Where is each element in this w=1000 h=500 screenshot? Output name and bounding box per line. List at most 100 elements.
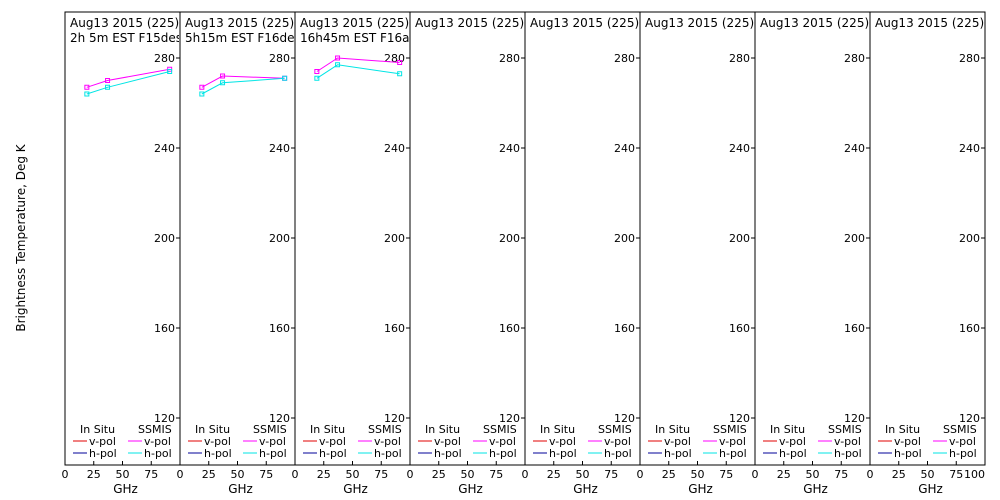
x-tick-label: 0 bbox=[292, 468, 299, 481]
legend-insitu-hpol-label: h-pol bbox=[434, 447, 462, 460]
x-tick-label: 75 bbox=[374, 468, 388, 481]
panel-6: Aug13 2015 (225) 120 160 200 240 280 0 25 50 75 GH… bbox=[637, 11, 756, 496]
panel-title: Aug13 2015 (225) bbox=[415, 16, 524, 30]
y-tick-label: 200 bbox=[729, 232, 750, 245]
y-tick-label: 280 bbox=[499, 52, 520, 65]
x-tick-label: 0 bbox=[522, 468, 529, 481]
y-tick-label: 280 bbox=[959, 52, 980, 65]
legend-ssmis-hpol-label: h-pol bbox=[834, 447, 862, 460]
panel-title: Aug13 2015 (225) bbox=[300, 16, 409, 30]
y-tick-label: 280 bbox=[844, 52, 865, 65]
x-tick-label: 100 bbox=[964, 468, 985, 481]
data-point bbox=[220, 80, 226, 86]
legend-ssmis-title: SSMIS bbox=[828, 423, 862, 436]
legend-insitu-vpol-label: v-pol bbox=[319, 435, 346, 448]
series-line bbox=[316, 64, 400, 79]
y-tick-label: 120 bbox=[959, 412, 980, 425]
series-line bbox=[316, 57, 400, 72]
panel-4: Aug13 2015 (225) 120 160 200 240 280 0 25 50 75 GH… bbox=[407, 11, 526, 496]
series-ssmis-v-pol bbox=[84, 66, 173, 90]
x-tick-label: 0 bbox=[637, 468, 644, 481]
legend-insitu-title: In Situ bbox=[425, 423, 460, 436]
legend-insitu-vpol-label: v-pol bbox=[434, 435, 461, 448]
x-axis-label: GHz bbox=[688, 482, 713, 496]
x-tick-label: 0 bbox=[177, 468, 184, 481]
x-tick-label: 75 bbox=[259, 468, 273, 481]
x-tick-label: 50 bbox=[461, 468, 475, 481]
panel-8: Aug13 2015 (225) 120 160 200 240 280 0 25 50 75 10… bbox=[867, 11, 986, 496]
data-point bbox=[397, 71, 403, 77]
x-tick-label: 0 bbox=[62, 468, 69, 481]
legend-insitu-hpol-label: h-pol bbox=[894, 447, 922, 460]
series-line bbox=[86, 68, 170, 88]
x-axis-label: GHz bbox=[803, 482, 828, 496]
y-tick-label: 200 bbox=[269, 232, 290, 245]
panel-1: Aug13 2015 (225)2h 5m EST F15desc 120 160 2… bbox=[62, 11, 181, 496]
y-tick-label: 120 bbox=[499, 412, 520, 425]
x-tick-label: 25 bbox=[202, 468, 216, 481]
x-tick-label: 50 bbox=[806, 468, 820, 481]
y-tick-label: 120 bbox=[844, 412, 865, 425]
x-tick-label: 0 bbox=[407, 468, 414, 481]
legend-ssmis-hpol-label: h-pol bbox=[259, 447, 287, 460]
x-tick-label: 50 bbox=[116, 468, 130, 481]
legend-insitu-hpol-label: h-pol bbox=[319, 447, 347, 460]
x-tick-label: 50 bbox=[691, 468, 705, 481]
legend-ssmis-title: SSMIS bbox=[138, 423, 172, 436]
x-tick-label: 25 bbox=[317, 468, 331, 481]
series-line bbox=[86, 71, 170, 95]
data-point bbox=[105, 84, 111, 90]
x-tick-label: 50 bbox=[576, 468, 590, 481]
legend-insitu-hpol-label: h-pol bbox=[779, 447, 807, 460]
legend-ssmis-hpol-label: h-pol bbox=[604, 447, 632, 460]
y-tick-label: 200 bbox=[499, 232, 520, 245]
legend-ssmis-title: SSMIS bbox=[368, 423, 402, 436]
y-tick-label: 240 bbox=[729, 142, 750, 155]
legend-ssmis-vpol-label: v-pol bbox=[374, 435, 401, 448]
legend-insitu-title: In Situ bbox=[310, 423, 345, 436]
series-line bbox=[201, 75, 285, 88]
legend-insitu-hpol-label: h-pol bbox=[664, 447, 692, 460]
data-point bbox=[335, 62, 341, 68]
legend-ssmis-title: SSMIS bbox=[713, 423, 747, 436]
x-axis-label: GHz bbox=[228, 482, 253, 496]
legend-insitu-title: In Situ bbox=[885, 423, 920, 436]
y-tick-label: 120 bbox=[729, 412, 750, 425]
legend-ssmis-hpol-label: h-pol bbox=[144, 447, 172, 460]
legend-ssmis-vpol-label: v-pol bbox=[834, 435, 861, 448]
x-tick-label: 0 bbox=[752, 468, 759, 481]
legend-ssmis-vpol-label: v-pol bbox=[719, 435, 746, 448]
x-axis-label: GHz bbox=[113, 482, 138, 496]
panel-title: Aug13 2015 (225) bbox=[530, 16, 639, 30]
y-tick-label: 160 bbox=[729, 322, 750, 335]
panel-5: Aug13 2015 (225) 120 160 200 240 280 0 25 50 75 GH… bbox=[522, 11, 641, 496]
panel-title: Aug13 2015 (225) bbox=[70, 16, 179, 30]
y-tick-label: 160 bbox=[844, 322, 865, 335]
legend-insitu-title: In Situ bbox=[195, 423, 230, 436]
y-tick-label: 240 bbox=[154, 142, 175, 155]
series-ssmis-h-pol bbox=[84, 69, 173, 97]
legend-insitu-title: In Situ bbox=[80, 423, 115, 436]
y-tick-label: 160 bbox=[959, 322, 980, 335]
x-tick-label: 25 bbox=[892, 468, 906, 481]
x-tick-label: 75 bbox=[834, 468, 848, 481]
legend-ssmis-hpol-label: h-pol bbox=[374, 447, 402, 460]
panel-2: Aug13 2015 (225)5h15m EST F16desc 120 160 2… bbox=[177, 11, 296, 496]
legend-insitu-hpol-label: h-pol bbox=[204, 447, 232, 460]
y-tick-label: 280 bbox=[729, 52, 750, 65]
y-tick-label: 160 bbox=[499, 322, 520, 335]
legend-ssmis-vpol-label: v-pol bbox=[259, 435, 286, 448]
series-ssmis-h-pol bbox=[314, 62, 403, 81]
x-tick-label: 75 bbox=[489, 468, 503, 481]
legend-insitu-title: In Situ bbox=[770, 423, 805, 436]
y-tick-label: 200 bbox=[844, 232, 865, 245]
y-tick-label: 240 bbox=[269, 142, 290, 155]
y-tick-label: 200 bbox=[959, 232, 980, 245]
series-line bbox=[201, 77, 285, 95]
